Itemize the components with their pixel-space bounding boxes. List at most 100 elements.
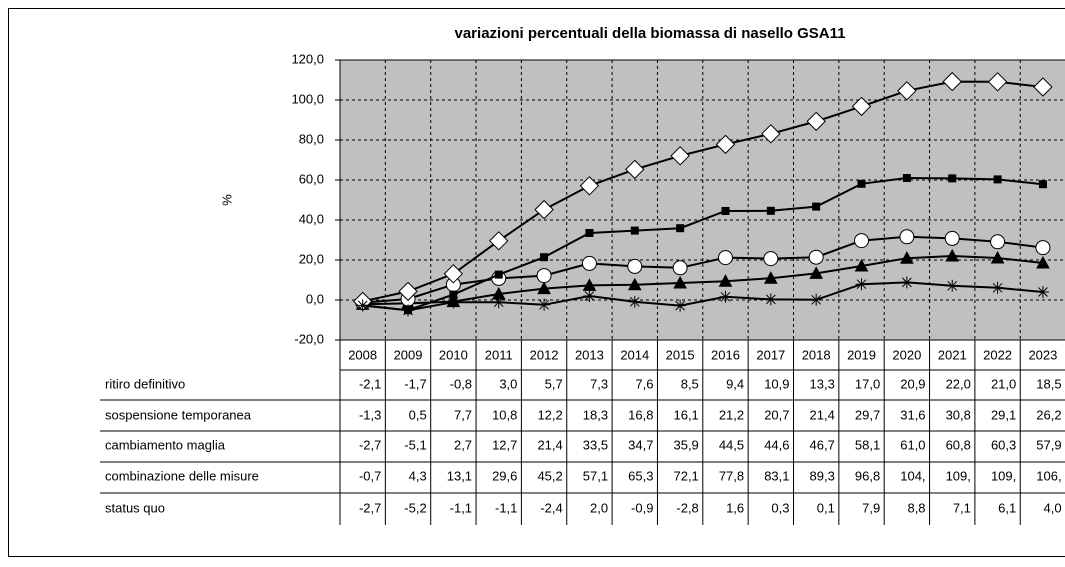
marker: [719, 290, 732, 303]
table-cell: -5,1: [404, 437, 426, 452]
marker: [674, 299, 687, 312]
table-cell: -0,7: [359, 468, 381, 483]
marker: [625, 159, 645, 180]
marker: [763, 271, 778, 284]
marker: [1033, 77, 1053, 97]
marker: [585, 229, 594, 237]
x-tick-label: 2019: [847, 347, 876, 362]
series-line: [362, 254, 1044, 306]
marker: [540, 253, 549, 262]
table-cell: 29,1: [991, 407, 1016, 422]
x-tick-label: 2022: [983, 347, 1012, 362]
marker: [809, 266, 824, 279]
table-cell: 18,3: [583, 407, 608, 422]
table-cell: 46,7: [810, 437, 835, 452]
marker: [900, 276, 913, 289]
marker: [670, 146, 690, 166]
marker: [761, 124, 781, 144]
marker: [855, 278, 868, 291]
table-cell: 61,0: [900, 437, 925, 452]
table-cell: -0,8: [450, 376, 472, 391]
marker: [718, 274, 733, 287]
marker: [398, 281, 418, 302]
series-line: [362, 176, 1044, 312]
y-tick-label: 80,0: [299, 131, 324, 146]
series-line: [362, 235, 1044, 304]
y-tick-label: 120,0: [291, 51, 324, 66]
marker: [627, 277, 642, 291]
table-cell: 96,8: [855, 468, 880, 483]
table-cell: 21,0: [991, 376, 1016, 391]
marker: [1035, 240, 1051, 256]
table-cell: 26,2: [1036, 407, 1061, 422]
legend-label: sospensione temporanea: [105, 407, 252, 422]
table-cell: 58,1: [855, 437, 880, 452]
marker: [763, 251, 779, 267]
marker: [579, 176, 600, 196]
marker: [1038, 180, 1047, 189]
table-cell: 21,4: [537, 437, 562, 452]
marker: [443, 264, 464, 284]
table-cell: 29,6: [492, 468, 517, 483]
table-cell: 0,1: [817, 500, 835, 515]
legend-label: ritiro definitivo: [105, 376, 185, 391]
table-cell: 17,0: [855, 376, 880, 391]
table-cell: -2,4: [540, 500, 562, 515]
chart-title: variazioni percentuali della biomassa di…: [455, 25, 846, 42]
table-cell: 30,8: [946, 407, 971, 422]
table-cell: 4,3: [409, 468, 427, 483]
table-cell: 2,0: [590, 500, 608, 515]
x-tick-label: 2014: [620, 347, 649, 362]
marker: [764, 293, 777, 306]
x-tick-label: 2010: [439, 347, 468, 362]
marker: [806, 111, 826, 132]
table-cell: 60,3: [991, 437, 1016, 452]
x-tick-label: 2017: [756, 347, 785, 362]
table-cell: 16,1: [673, 407, 698, 422]
marker: [447, 296, 460, 309]
table-cell: 89,3: [810, 468, 835, 483]
marker: [948, 174, 957, 183]
table-cell: 13,3: [810, 376, 835, 391]
marker: [628, 295, 641, 308]
marker: [993, 175, 1002, 184]
marker: [854, 258, 869, 272]
table-cell: 44,6: [764, 437, 789, 452]
table-cell: -2,7: [359, 500, 381, 515]
table-cell: 44,5: [719, 437, 744, 452]
x-tick-label: 2013: [575, 347, 604, 362]
table-cell: 13,1: [447, 468, 472, 483]
marker: [944, 230, 960, 246]
marker: [721, 207, 730, 215]
table-cell: 77,8: [719, 468, 744, 483]
y-tick-label: -20,0: [294, 331, 324, 346]
marker: [581, 255, 597, 271]
x-tick-label: 2009: [394, 347, 423, 362]
table-cell: 1,6: [726, 500, 744, 515]
y-tick-label: 100,0: [291, 91, 324, 106]
marker: [942, 71, 962, 92]
table-cell: 109,: [991, 468, 1016, 483]
table-cell: 83,1: [764, 468, 789, 483]
table-cell: 7,1: [953, 500, 971, 515]
table-cell: -0,9: [631, 500, 653, 515]
table-cell: -1,7: [404, 376, 426, 391]
table-cell: 10,9: [764, 376, 789, 391]
table-cell: 7,7: [454, 407, 472, 422]
marker: [857, 179, 866, 188]
marker: [900, 251, 914, 264]
table-cell: -2,7: [359, 437, 381, 452]
marker: [990, 250, 1005, 264]
marker: [717, 250, 733, 266]
marker: [991, 281, 1004, 294]
table-cell: 57,1: [583, 468, 608, 483]
marker: [899, 229, 915, 245]
legend-label: cambiamento maglia: [105, 437, 226, 452]
marker: [990, 234, 1006, 250]
table-cell: 20,7: [764, 407, 789, 422]
table-cell: 106,: [1036, 468, 1061, 483]
marker: [851, 96, 872, 117]
x-tick-label: 2008: [348, 347, 377, 362]
marker: [810, 293, 823, 306]
